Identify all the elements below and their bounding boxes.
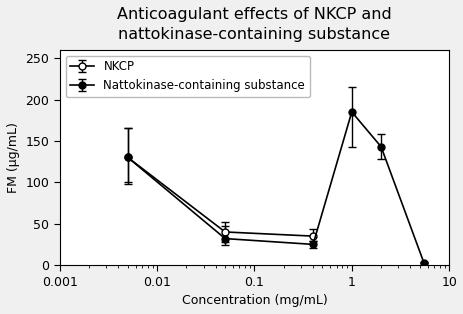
Y-axis label: FM (µg/mL): FM (µg/mL) xyxy=(7,122,20,193)
Legend: NKCP, Nattokinase-containing substance: NKCP, Nattokinase-containing substance xyxy=(66,56,309,97)
Title: Anticoagulant effects of NKCP and
nattokinase-containing substance: Anticoagulant effects of NKCP and nattok… xyxy=(117,7,391,42)
X-axis label: Concentration (mg/mL): Concentration (mg/mL) xyxy=(181,294,326,307)
